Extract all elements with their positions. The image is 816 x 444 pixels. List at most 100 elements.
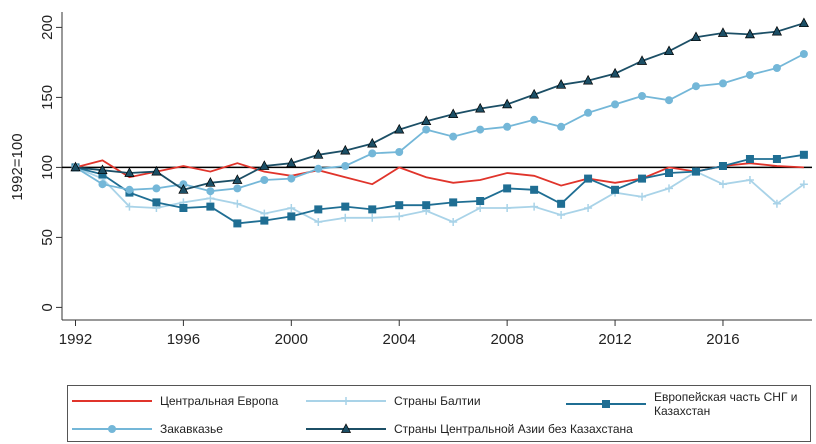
- marker: [557, 199, 566, 208]
- marker: [314, 205, 323, 214]
- marker: [125, 185, 134, 194]
- marker: [638, 192, 647, 201]
- x-tick-label: 2000: [275, 331, 308, 348]
- y-axis-label: 1992=100: [9, 133, 26, 200]
- marker: [530, 115, 539, 124]
- marker: [476, 125, 485, 134]
- marker: [584, 174, 593, 183]
- legend-swatch: [72, 400, 152, 402]
- series-line: [75, 22, 805, 191]
- marker: [124, 167, 135, 177]
- marker: [233, 219, 242, 228]
- legend-swatch: [72, 425, 152, 433]
- marker: [476, 197, 485, 205]
- marker: [98, 170, 107, 179]
- marker: [771, 25, 783, 36]
- marker: [609, 67, 621, 78]
- marker: [691, 82, 700, 91]
- y-tick-label: 0: [39, 303, 56, 311]
- marker: [108, 425, 116, 433]
- marker: [125, 202, 134, 211]
- marker: [98, 180, 107, 189]
- marker: [665, 169, 674, 177]
- marker: [152, 184, 161, 193]
- legend-swatch: [566, 400, 646, 408]
- marker: [287, 174, 296, 183]
- marker: [206, 194, 215, 203]
- marker: [314, 218, 323, 226]
- legend-swatch: [306, 397, 386, 405]
- marker: [638, 174, 647, 183]
- marker: [529, 88, 540, 99]
- marker: [340, 144, 351, 155]
- marker: [341, 213, 350, 222]
- marker: [179, 204, 188, 212]
- marker: [206, 202, 215, 211]
- marker: [582, 74, 594, 85]
- marker: [638, 92, 647, 100]
- marker: [584, 108, 593, 117]
- marker: [287, 212, 296, 221]
- marker: [745, 176, 754, 184]
- marker: [340, 423, 352, 433]
- marker: [341, 162, 350, 170]
- marker: [232, 174, 243, 184]
- marker: [530, 185, 539, 194]
- marker: [259, 160, 270, 170]
- y-tick-label: 50: [39, 229, 56, 246]
- marker: [717, 27, 729, 37]
- marker: [799, 180, 808, 189]
- marker: [151, 165, 162, 176]
- marker: [503, 184, 512, 193]
- marker: [260, 176, 269, 184]
- marker: [530, 202, 539, 211]
- marker: [665, 184, 674, 193]
- marker: [584, 204, 593, 212]
- marker: [449, 218, 458, 226]
- marker: [503, 122, 512, 131]
- marker: [394, 123, 405, 134]
- marker: [152, 198, 161, 207]
- marker: [287, 204, 296, 212]
- marker: [422, 125, 431, 134]
- marker: [502, 98, 513, 109]
- marker: [636, 55, 648, 65]
- marker: [772, 64, 781, 72]
- x-tick-label: 2004: [383, 331, 416, 348]
- x-tick-label: 1996: [167, 331, 200, 348]
- marker: [368, 213, 377, 222]
- marker: [663, 45, 675, 56]
- marker: [475, 102, 486, 113]
- marker: [602, 400, 610, 408]
- marker: [772, 199, 781, 208]
- marker: [313, 149, 324, 159]
- chart: 1992=100 0 50 100 150 200 1992 1996 2000 2004 200…: [9, 12, 812, 348]
- marker: [799, 150, 808, 159]
- marker: [798, 17, 809, 28]
- legend-item: Страны Балтии: [306, 394, 481, 408]
- marker: [556, 79, 567, 89]
- marker: [395, 148, 404, 156]
- marker: [368, 205, 377, 214]
- legend-label: Центральная Европа: [160, 394, 279, 408]
- marker: [557, 211, 566, 219]
- legend-item: Страны Центральной Азии без Казахстана: [306, 422, 633, 436]
- marker: [260, 209, 269, 218]
- marker: [395, 201, 404, 210]
- marker: [421, 115, 432, 126]
- marker: [745, 155, 754, 163]
- legend: Центральная Европа Страны Балтии Европейск…: [67, 385, 811, 442]
- marker: [260, 216, 269, 225]
- marker: [205, 177, 216, 187]
- marker: [611, 100, 620, 109]
- marker: [665, 96, 674, 105]
- marker: [367, 137, 378, 148]
- legend-item: Центральная Европа: [72, 394, 278, 408]
- marker: [448, 108, 459, 119]
- marker: [286, 157, 297, 168]
- marker: [422, 201, 431, 210]
- marker: [97, 164, 108, 175]
- marker: [718, 162, 727, 170]
- marker: [557, 122, 566, 131]
